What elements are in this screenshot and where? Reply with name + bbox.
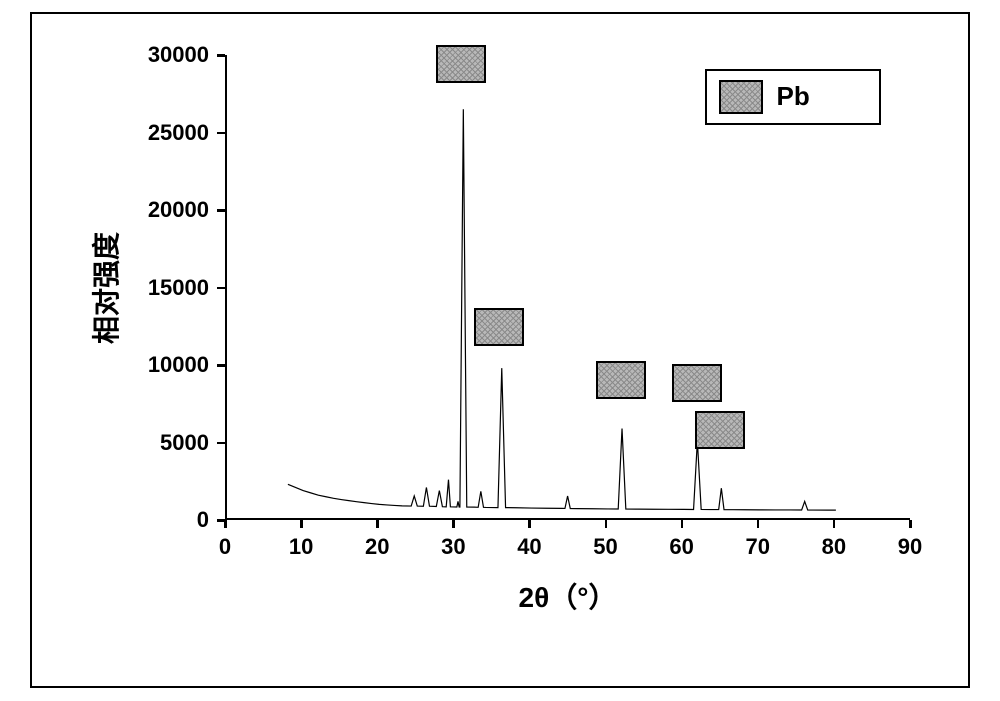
x-tick [833, 520, 836, 528]
x-tick-label: 50 [593, 534, 617, 560]
x-tick-label: 70 [746, 534, 770, 560]
x-axis-label: 2θ（°） [519, 576, 617, 616]
x-tick [757, 520, 760, 528]
y-tick [217, 519, 225, 522]
xrd-curve [288, 109, 836, 510]
x-tick-label: 40 [517, 534, 541, 560]
x-tick [909, 520, 912, 528]
x-tick-label: 10 [289, 534, 313, 560]
y-tick-label: 5000 [160, 430, 209, 456]
x-tick-label: 0 [219, 534, 231, 560]
x-tick-label: 30 [441, 534, 465, 560]
y-tick-label: 0 [197, 507, 209, 533]
y-tick-label: 25000 [148, 120, 209, 146]
x-tick [528, 520, 531, 528]
peak-marker [672, 364, 722, 402]
y-axis-label: 相对强度 [85, 231, 125, 343]
y-tick [217, 287, 225, 290]
y-tick [217, 209, 225, 212]
legend-box: Pb [705, 69, 881, 125]
y-tick [217, 442, 225, 445]
x-tick-label: 60 [669, 534, 693, 560]
y-tick-label: 10000 [148, 352, 209, 378]
legend-swatch [719, 80, 763, 114]
y-tick [217, 54, 225, 57]
x-tick [681, 520, 684, 528]
peak-marker [474, 308, 524, 346]
peak-marker [695, 411, 745, 449]
figure-stage: 2θ（°） 相对强度 Pb 0 10 20 30 40 50 60 70 80 90 0 5000 10… [0, 0, 1000, 701]
x-tick [605, 520, 608, 528]
x-tick [452, 520, 455, 528]
x-tick-label: 80 [822, 534, 846, 560]
x-tick-label: 20 [365, 534, 389, 560]
y-tick [217, 364, 225, 367]
x-tick [376, 520, 379, 528]
peak-marker [436, 45, 486, 83]
x-tick [300, 520, 303, 528]
x-tick-label: 90 [898, 534, 922, 560]
y-tick-label: 20000 [148, 197, 209, 223]
y-tick [217, 132, 225, 135]
y-tick-label: 15000 [148, 275, 209, 301]
peak-marker [596, 361, 646, 399]
legend-text: Pb [777, 81, 810, 112]
y-tick-label: 30000 [148, 42, 209, 68]
